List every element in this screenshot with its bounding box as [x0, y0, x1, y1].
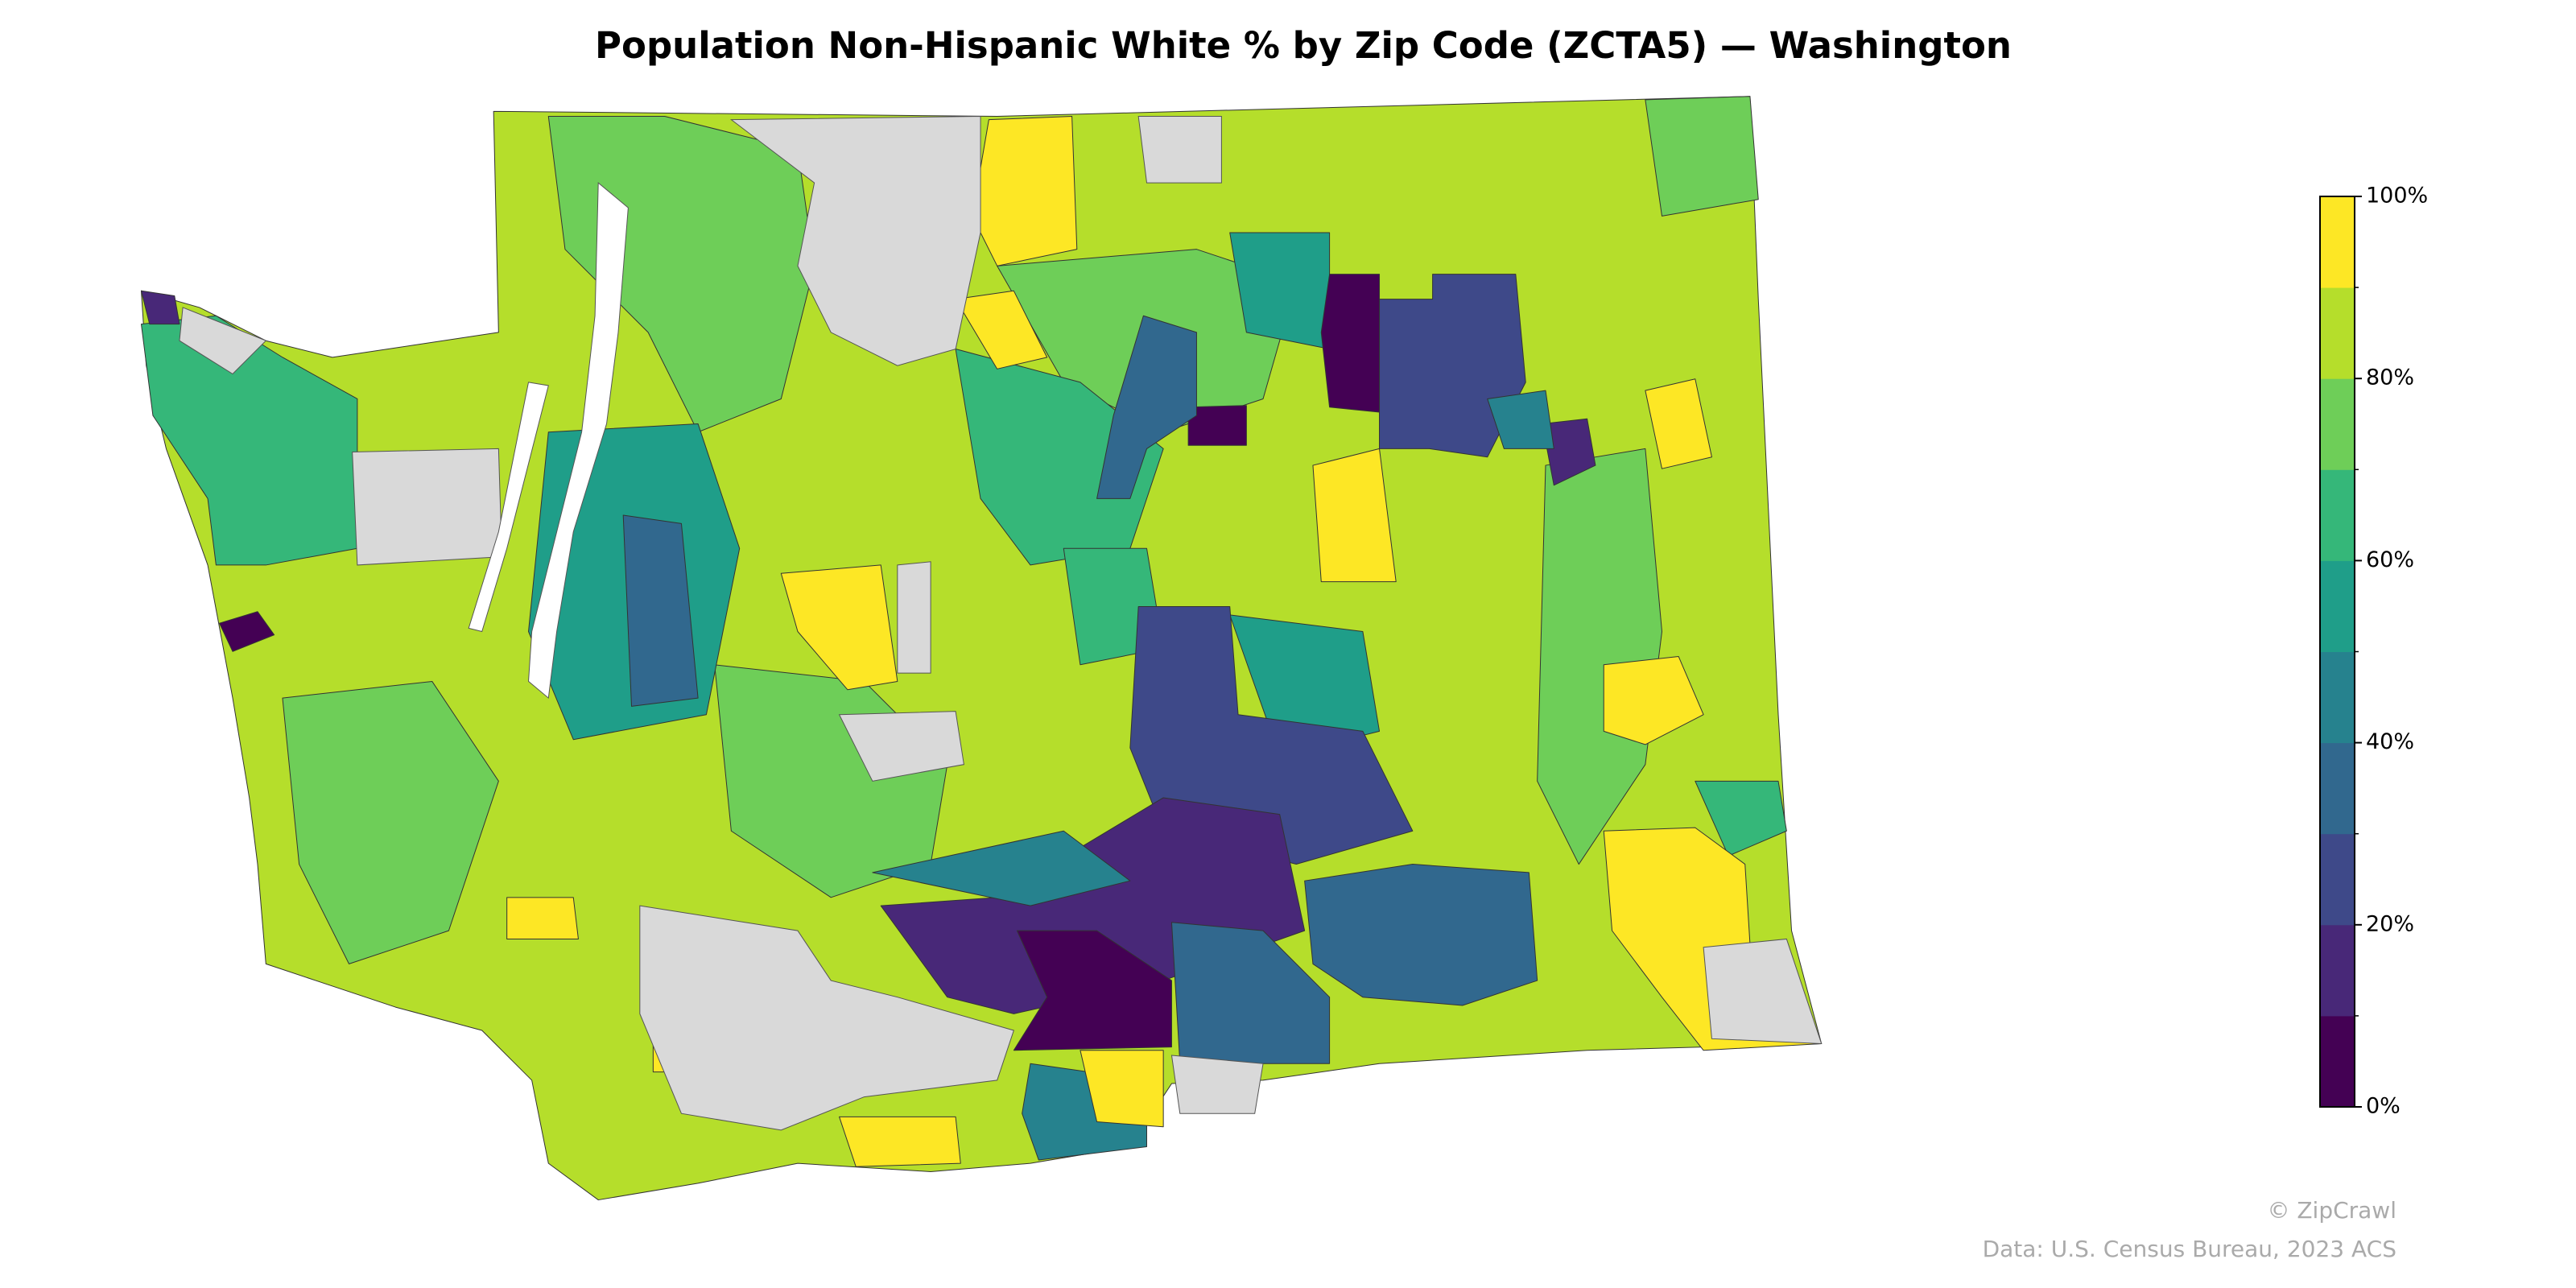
colorbar-tick-label: 40% — [2366, 729, 2414, 754]
map-region — [1538, 448, 1662, 864]
hood-canal — [469, 382, 548, 632]
state-map — [141, 97, 1821, 1200]
no-data-region — [840, 712, 964, 782]
colorbar: 0% 20% 40% 60% 80% 100% — [2319, 184, 2428, 1119]
map-region — [840, 1117, 961, 1166]
colorbar-bin — [2320, 742, 2355, 835]
colorbar-tick-label: 80% — [2366, 365, 2414, 390]
map-region — [1695, 781, 1787, 856]
map-region — [1488, 390, 1554, 448]
colorbar-bin — [2320, 469, 2355, 561]
no-data-region — [898, 562, 931, 673]
map-region — [1313, 448, 1396, 581]
puget-sound — [529, 183, 629, 698]
map-title: Population Non-Hispanic White % by Zip C… — [595, 24, 2012, 67]
map-region — [1380, 275, 1526, 457]
map-region — [1080, 1051, 1163, 1127]
map-region — [548, 117, 814, 432]
credit: © ZipCrawl — [2267, 1197, 2396, 1224]
colorbar-bin — [2320, 651, 2355, 744]
source: Data: U.S. Census Bureau, 2023 ACS — [1983, 1236, 2396, 1262]
map-region — [1171, 923, 1329, 1063]
no-data-region — [640, 906, 1014, 1130]
map-region — [1013, 931, 1171, 1051]
map-region — [1645, 379, 1712, 469]
colorbar-bin — [2320, 1015, 2355, 1108]
map-region — [1305, 865, 1538, 1005]
colorbar-bin — [2320, 560, 2355, 652]
map-region — [1604, 656, 1703, 744]
colorbar-bin — [2320, 196, 2355, 288]
map-region — [1321, 275, 1379, 412]
map-region — [956, 291, 1047, 369]
colorbar-bin — [2320, 833, 2355, 926]
colorbar-bin — [2320, 924, 2355, 1017]
map-region — [507, 898, 579, 939]
map-region — [283, 681, 498, 964]
map-region — [1130, 607, 1413, 865]
map-region — [1645, 97, 1758, 217]
no-data-region — [1171, 1055, 1263, 1113]
map-region — [1542, 419, 1596, 485]
no-data-region — [353, 448, 502, 565]
colorbar-bin — [2320, 378, 2355, 470]
colorbar-bin — [2320, 287, 2355, 379]
colorbar-tick-label: 0% — [2366, 1094, 2401, 1119]
map-region — [781, 565, 898, 690]
colorbar-tick-label: 100% — [2366, 184, 2428, 208]
map-region — [141, 291, 179, 324]
colorbar-tick-label: 60% — [2366, 547, 2414, 572]
map-region — [873, 831, 1130, 906]
no-data-region — [1703, 939, 1822, 1043]
map-region — [972, 117, 1077, 266]
map-region — [1097, 316, 1197, 498]
map-region — [623, 515, 698, 706]
no-data-region — [1138, 117, 1221, 184]
colorbar-tick-label: 20% — [2366, 911, 2414, 936]
no-data-region — [180, 308, 266, 374]
no-data-region — [731, 117, 980, 366]
map-region — [1188, 406, 1246, 446]
map-region — [220, 612, 275, 652]
